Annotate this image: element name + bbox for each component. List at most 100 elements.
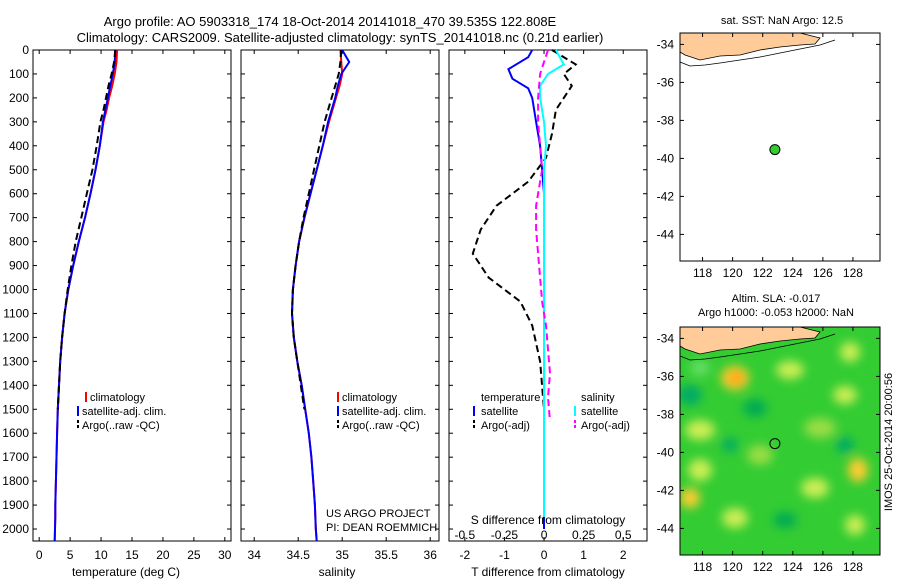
map-x-tick-label: 118: [693, 560, 712, 574]
salinity-legend: climatology satellite-adj. clim. Argo(..…: [337, 392, 426, 432]
float-location-marker: [769, 438, 781, 450]
y-tick-label: 1800: [2, 474, 29, 488]
map-y-tick-label: -36: [657, 75, 675, 89]
map-x-tick-label: 126: [813, 560, 833, 574]
legend-title-temperature: temperature: [481, 392, 540, 404]
shelf-contour: [680, 333, 836, 361]
legend-label-t-argo: Argo(-adj): [481, 420, 530, 432]
map-x-tick-label: 118: [693, 266, 712, 280]
map-y-tick-label: -44: [657, 521, 675, 535]
x-tick-label: 0: [36, 548, 43, 562]
sla-field: [680, 327, 880, 555]
map-y-tick-label: -36: [657, 369, 675, 383]
y-tick-label: 1600: [2, 426, 29, 440]
map-x-tick-label: 120: [723, 560, 743, 574]
australia-coast: [679, 32, 821, 61]
sst-map-background: [680, 33, 880, 261]
map-x-tick-label: 120: [723, 266, 743, 280]
sla-map-frame: [679, 326, 881, 556]
sla-map: Altim. SLA: -0.017 Argo h1000: -0.053 h2…: [657, 293, 895, 574]
x-tick-label-s: -0.5: [454, 528, 475, 542]
x-tick-label: 5: [67, 548, 74, 562]
sst-map: sat. SST: NaN Argo: 12.5 118 120 122 124 126…: [657, 15, 881, 280]
map-x-tick-label: 124: [783, 266, 803, 280]
sst-map-title: sat. SST: NaN Argo: 12.5: [721, 15, 843, 27]
temperature-plot: 0 5 10 15 20 25 300100200300400500600700800900…: [2, 43, 232, 562]
y-tick-label: 1300: [2, 354, 29, 368]
difference-xlabel: T difference from climatology: [471, 565, 625, 579]
float-location-marker: [769, 144, 781, 156]
map-y-tick-label: -34: [657, 37, 675, 51]
x-tick-label: 2: [620, 548, 627, 562]
legend-label-climatology: climatology: [342, 392, 398, 404]
y-tick-label: 0: [22, 43, 29, 57]
difference-legend: temperature satellite Argo(-adj) salinit…: [473, 392, 630, 432]
series-line-satellite: [539, 49, 566, 517]
temperature-legend: climatology satellite-adj. clim. Argo(..…: [77, 392, 166, 432]
series-line-satellite-adj-clim-: [290, 49, 351, 542]
map-y-tick-label: -34: [657, 331, 675, 345]
figure-title-line2: Climatology: CARS2009. Satellite-adjuste…: [77, 30, 604, 45]
x-tick-label: 10: [94, 548, 108, 562]
y-tick-label: 1400: [2, 378, 29, 392]
map-x-tick-label: 122: [753, 560, 773, 574]
sla-map-axes: 118 120 122 124 126 128 -34 -36 -38 -40 -42 -44: [657, 327, 880, 574]
pi-annotation: PI: DEAN ROEMMICH: [326, 522, 437, 534]
map-y-tick-label: -40: [657, 445, 675, 459]
x-tick-label: 0: [541, 548, 548, 562]
series-line-argo-raw-qc-: [290, 49, 343, 410]
map-y-tick-label: -40: [657, 151, 675, 165]
x-tick-label: 20: [156, 548, 170, 562]
figure-title-line1: Argo profile: AO 5903318_174 18-Oct-2014…: [104, 14, 557, 29]
sst-map-axes: 118 120 122 124 126 128 -34 -36 -38 -40 -42 -44: [657, 33, 880, 280]
map-x-tick-label: 124: [783, 560, 803, 574]
map-x-tick-label: 128: [843, 266, 863, 280]
sst-map-frame: [679, 32, 881, 262]
sla-anomalies: [680, 342, 868, 535]
y-tick-label: 900: [9, 259, 29, 273]
x-tick-label: 36: [424, 548, 438, 562]
legend-label-climatology: climatology: [90, 392, 146, 404]
y-tick-label: 1100: [3, 306, 29, 320]
temperature-xlabel: temperature (deg C): [72, 565, 180, 579]
legend-label-s-argo: Argo(-adj): [581, 420, 630, 432]
x-tick-label-s: -0.25: [491, 528, 519, 542]
x-tick-label: 25: [187, 548, 201, 562]
map-y-tick-label: -42: [657, 483, 675, 497]
legend-label-argo: Argo(..raw -QC): [82, 420, 160, 432]
x-tick-label: 15: [125, 548, 139, 562]
x-tick-label: 34.5: [287, 548, 311, 562]
salinity-plot: 34 34.5 35 35.5 36: [241, 49, 439, 562]
map-y-tick-label: -44: [657, 227, 675, 241]
y-tick-label: 400: [9, 139, 29, 153]
sla-map-title-line2: Argo h1000: -0.053 h2000: NaN: [698, 307, 854, 319]
x-tick-label: 35: [336, 548, 350, 562]
series-line-argo-adj-: [535, 49, 552, 422]
y-tick-label: 300: [9, 115, 29, 129]
y-tick-label: 1000: [2, 283, 29, 297]
series-line-satellite: [507, 49, 545, 529]
y-tick-label: 1200: [2, 330, 29, 344]
x-tick-label-s: 0.5: [615, 528, 632, 542]
x-tick-label: 30: [218, 548, 232, 562]
x-tick-label: 1: [580, 548, 587, 562]
temperature-axes-frame: [32, 49, 232, 542]
legend-label-t-satellite: satellite: [481, 406, 518, 418]
x-tick-label: 34: [248, 548, 262, 562]
y-tick-label: 1700: [2, 450, 29, 464]
legend-label-satellite: satellite-adj. clim.: [82, 406, 166, 418]
x-tick-label: -2: [460, 548, 471, 562]
y-tick-label: 2000: [2, 522, 29, 536]
map-y-tick-label: -38: [657, 407, 675, 421]
y-tick-label: 700: [9, 211, 29, 225]
legend-label-s-satellite: satellite: [581, 406, 618, 418]
project-annotation: US ARGO PROJECT: [326, 508, 431, 520]
x-tick-label-s: 0.25: [572, 528, 596, 542]
series-line-climatology: [290, 49, 344, 542]
y-tick-label: 1500: [2, 402, 29, 416]
sla-map-title-line1: Altim. SLA: -0.017: [732, 293, 821, 305]
y-tick-label: 200: [9, 91, 29, 105]
x-tick-label: 35.5: [375, 548, 399, 562]
y-tick-label: 1900: [2, 498, 29, 512]
